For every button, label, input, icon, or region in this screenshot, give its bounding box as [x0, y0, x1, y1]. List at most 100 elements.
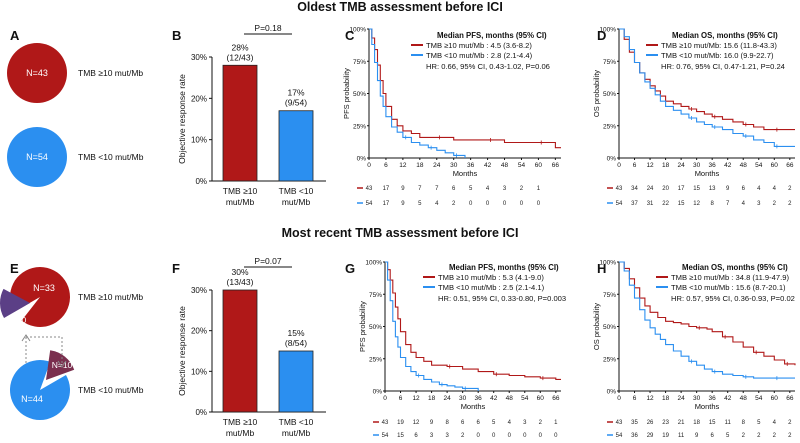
- km-x-tick-label: 18: [662, 162, 670, 169]
- bar-percent-label: 28%: [231, 42, 248, 52]
- risk-count: 29: [647, 433, 654, 439]
- risk-count: 11: [678, 433, 685, 439]
- km-legend-entry: TMB ≥10 mut/Mb : 34.8 (11.9-47.9): [671, 273, 789, 282]
- pie-count-label: N=44: [21, 394, 43, 404]
- risk-count: 0: [508, 433, 512, 439]
- risk-count: 2: [773, 433, 777, 439]
- bar-count-label: (9/54): [285, 98, 307, 108]
- risk-count: 6: [414, 433, 418, 439]
- section-title: Most recent TMB assessment before ICI: [282, 226, 519, 240]
- bar-category-label: TMB <10: [279, 417, 314, 427]
- bar-y-tick-label: 20%: [191, 94, 207, 103]
- bar-y-tick-label: 20%: [191, 327, 207, 336]
- risk-count: 6: [461, 420, 465, 426]
- bar-y-tick-label: 0%: [195, 408, 207, 417]
- km-x-tick-label: 0: [617, 395, 621, 402]
- risk-count: 9: [430, 420, 434, 426]
- bar-y-tick-label: 10%: [191, 136, 207, 145]
- panel-letter: E: [10, 261, 19, 276]
- risk-count: 6: [452, 186, 456, 192]
- risk-count: 15: [397, 433, 404, 439]
- risk-count: 1: [554, 420, 558, 426]
- bar-count-label: (8/54): [285, 338, 307, 348]
- km-x-tick-label: 36: [467, 162, 475, 169]
- bar-y-tick-label: 30%: [191, 286, 207, 295]
- km-x-tick-label: 48: [506, 395, 514, 402]
- km-curve-low-tmb: [619, 261, 795, 379]
- km-y-axis-title: PFS probability: [342, 68, 351, 119]
- risk-count: 5: [492, 420, 496, 426]
- risk-count: 3: [430, 433, 434, 439]
- pie-swap-label: N=10: [6, 315, 27, 325]
- km-x-tick-label: 42: [724, 395, 732, 402]
- km-curve-low-tmb: [619, 28, 795, 147]
- risk-count: 54: [382, 433, 389, 439]
- risk-count: 31: [647, 201, 654, 207]
- risk-count: 20: [662, 186, 669, 192]
- km-x-tick-label: 42: [490, 395, 498, 402]
- risk-count: 3: [503, 186, 507, 192]
- km-x-tick-label: 12: [399, 162, 407, 169]
- km-x-tick-label: 60: [537, 395, 545, 402]
- km-x-tick-label: 24: [433, 162, 441, 169]
- km-y-tick-label: 25%: [603, 123, 616, 130]
- km-legend-entry: TMB ≥10 mut/Mb : 5.3 (4.1-9.0): [438, 273, 544, 282]
- km-x-tick-label: 24: [678, 162, 686, 169]
- km-x-tick-label: 12: [646, 162, 654, 169]
- bar-category-label: TMB <10: [279, 186, 314, 196]
- pie-group-label: TMB <10 mut/Mb: [78, 385, 144, 395]
- km-x-tick-label: 48: [740, 162, 748, 169]
- risk-count: 5: [418, 201, 422, 207]
- km-x-tick-label: 0: [367, 162, 371, 169]
- km-y-tick-label: 25%: [353, 123, 366, 130]
- km-x-tick-label: 12: [412, 395, 420, 402]
- risk-count: 43: [366, 186, 373, 192]
- risk-count: 43: [382, 420, 389, 426]
- risk-count: 9: [401, 201, 405, 207]
- km-y-tick-label: 0%: [357, 156, 367, 163]
- km-legend-entry: TMB <10 mut/Mb : 2.5 (2.1-4.1): [438, 283, 545, 292]
- risk-count: 2: [520, 186, 524, 192]
- km-curve-low-tmb: [385, 261, 479, 391]
- pie-group-label: TMB <10 mut/Mb: [78, 152, 144, 162]
- risk-count: 7: [418, 186, 422, 192]
- risk-count: 12: [413, 420, 420, 426]
- km-x-tick-label: 48: [740, 395, 748, 402]
- km-x-tick-label: 24: [444, 395, 452, 402]
- risk-count: 0: [554, 433, 558, 439]
- risk-count: 1: [537, 186, 541, 192]
- km-curve-high-tmb: [619, 261, 796, 366]
- pvalue-label: P=0.18: [254, 23, 281, 33]
- risk-count: 43: [616, 420, 623, 426]
- risk-count: 5: [757, 420, 761, 426]
- risk-count: 2: [742, 433, 746, 439]
- risk-count: 54: [616, 201, 623, 207]
- pie-count-label: N=43: [26, 68, 48, 78]
- bar-count-label: (12/43): [227, 52, 254, 62]
- risk-count: 21: [678, 420, 685, 426]
- km-x-tick-label: 54: [521, 395, 529, 402]
- bar-y-tick-label: 10%: [191, 367, 207, 376]
- km-x-tick-label: 0: [617, 162, 621, 169]
- risk-count: 17: [383, 201, 390, 207]
- risk-count: 6: [477, 420, 481, 426]
- risk-count: 4: [773, 420, 777, 426]
- risk-count: 2: [461, 433, 465, 439]
- km-y-tick-label: 25%: [603, 356, 616, 363]
- swap-arrow-down: [26, 336, 63, 365]
- pie-swap-slice: [46, 350, 75, 380]
- km-x-tick-label: 60: [771, 395, 779, 402]
- risk-count: 0: [492, 433, 496, 439]
- km-x-tick-label: 66: [786, 162, 794, 169]
- km-x-tick-label: 36: [475, 395, 483, 402]
- bar-high-tmb: [222, 64, 258, 182]
- km-x-tick-label: 36: [709, 162, 717, 169]
- km-hazard-ratio: HR: 0.51, 95% CI, 0.33-0.80, P=0.003: [438, 294, 566, 303]
- risk-count: 4: [435, 201, 439, 207]
- km-y-tick-label: 75%: [369, 292, 382, 299]
- risk-count: 12: [693, 201, 700, 207]
- km-x-tick-label: 30: [459, 395, 467, 402]
- pie-swap-slice: [0, 288, 30, 318]
- risk-count: 2: [788, 433, 792, 439]
